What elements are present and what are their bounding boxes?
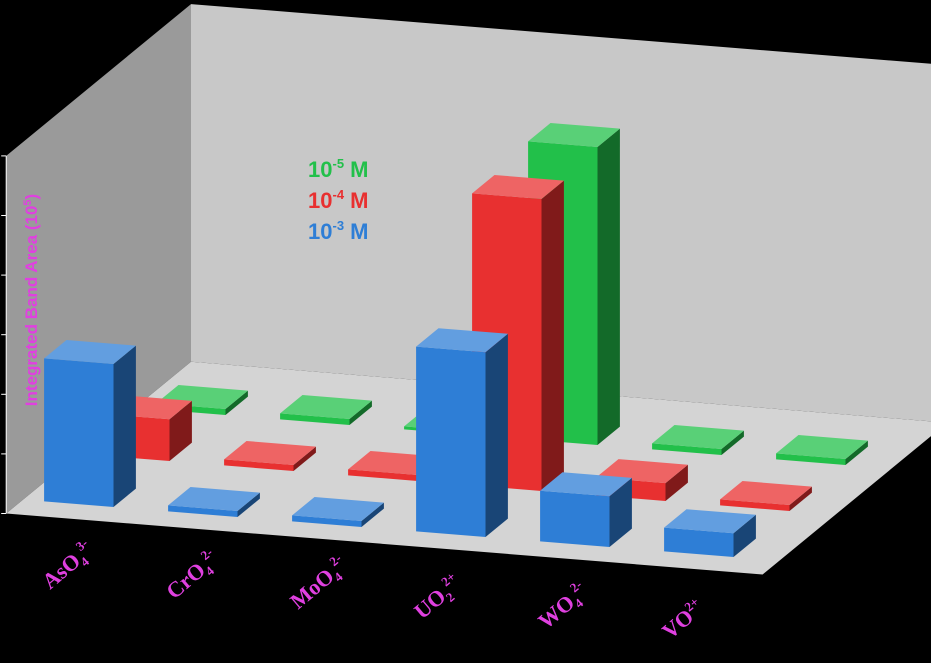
legend-entry: 10-3 M	[308, 218, 369, 244]
x-tick-label: VO2+	[657, 594, 709, 644]
bar-side	[293, 446, 316, 471]
bar-side	[609, 477, 632, 547]
y-axis-label-sup: 5	[22, 199, 34, 205]
bar-side	[541, 180, 564, 491]
bar	[540, 472, 632, 547]
bar-side	[225, 390, 248, 415]
bar-side	[349, 400, 372, 425]
bar-side	[237, 492, 260, 517]
bar-side	[361, 502, 384, 527]
bar-top	[472, 175, 564, 199]
bar-front	[652, 443, 722, 455]
bar	[720, 481, 812, 511]
legend: 10-5 M 10-4 M 10-3 M	[308, 156, 369, 244]
bar-top	[416, 328, 508, 353]
bar	[416, 328, 508, 537]
bar-front	[664, 527, 734, 557]
bar	[292, 497, 384, 527]
bar-front	[292, 515, 362, 527]
x-tick-label: WO42-	[532, 577, 595, 636]
bar-side	[789, 486, 812, 511]
legend-entry: 10-4 M	[308, 187, 369, 213]
bar-top	[776, 435, 868, 459]
bar	[652, 425, 744, 455]
bars	[44, 123, 868, 557]
bar-side	[169, 400, 192, 461]
bar-top	[540, 472, 632, 497]
bar-front	[280, 413, 350, 425]
x-tick-label: CrO42-	[160, 545, 225, 607]
y-axis-label: Integrated Band Area (105)	[22, 194, 41, 406]
bar	[776, 435, 868, 465]
bar-top	[664, 509, 756, 534]
bar-top	[652, 425, 744, 449]
legend-entry: 10-5 M	[308, 156, 369, 182]
bar-side	[721, 430, 744, 455]
bar-front	[540, 490, 610, 547]
bar-top	[280, 395, 372, 419]
bar-front	[168, 505, 238, 517]
bar-top	[720, 481, 812, 505]
bar-front	[720, 499, 790, 511]
x-tick-label: UO22+	[408, 569, 468, 626]
bar-side	[113, 345, 136, 507]
bar-side	[845, 440, 868, 465]
bar-top	[528, 123, 620, 147]
bar	[44, 340, 136, 507]
bar-top	[224, 441, 316, 465]
bar-top	[44, 340, 136, 364]
bar-side	[597, 128, 620, 445]
y-axis: 020406080100120	[1, 155, 7, 514]
bar-front	[224, 459, 294, 471]
bar	[168, 487, 260, 517]
bar-front	[416, 346, 486, 537]
x-tick-label: AsO43-	[36, 535, 100, 596]
bar-front	[348, 469, 418, 481]
y-axis-label-tail: )	[22, 194, 41, 200]
bar	[664, 509, 756, 557]
bar-front	[776, 453, 846, 465]
bar-side	[733, 514, 756, 557]
bar-front	[44, 358, 114, 507]
bar-top	[292, 497, 384, 521]
bar-side	[665, 464, 688, 501]
y-axis-label-text: Integrated Band Area (10	[22, 206, 41, 407]
bar-top	[168, 487, 260, 511]
bar-side	[485, 333, 508, 537]
x-tick-label: MoO42-	[284, 551, 354, 617]
bar	[280, 395, 372, 425]
bar	[224, 441, 316, 471]
